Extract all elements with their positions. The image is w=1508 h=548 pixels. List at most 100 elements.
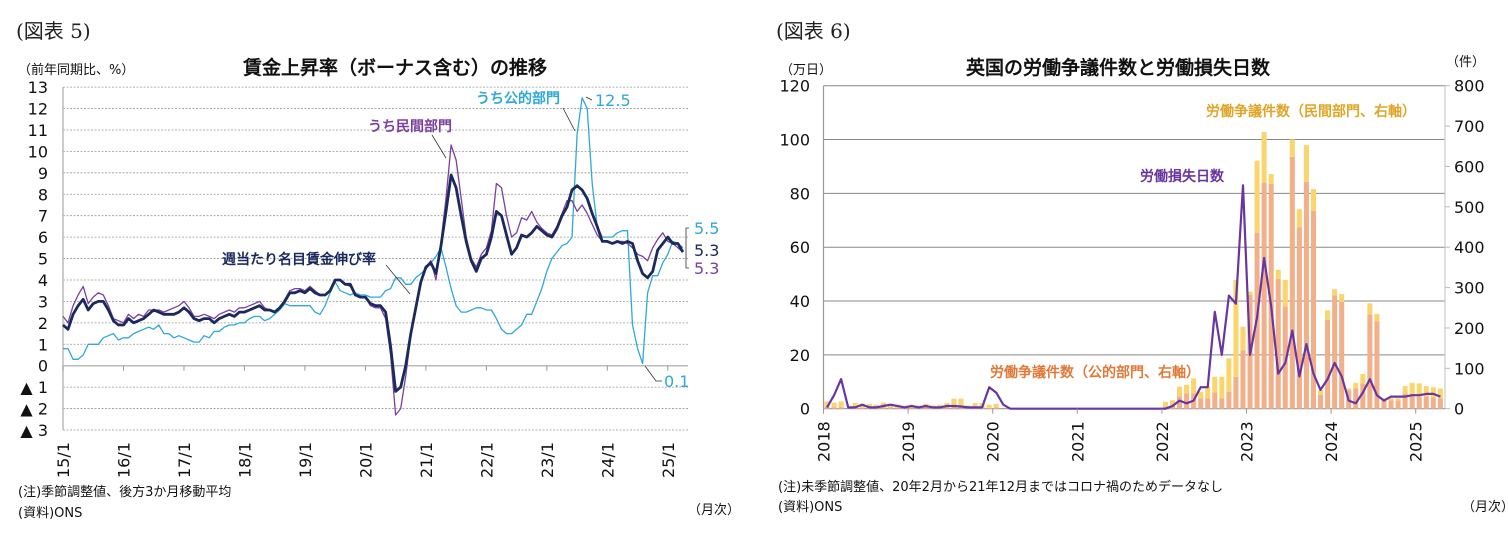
y-tick-label: 10 — [28, 142, 48, 161]
y-tick-label: ▲ 3 — [20, 421, 48, 440]
public-peak-value: 12.5 — [595, 91, 631, 110]
series-line — [826, 184, 1441, 410]
left-y-tick-label: 100 — [779, 131, 810, 150]
right-y-tick-label: 800 — [1454, 77, 1485, 96]
chart-title: 賃金上昇率（ボーナス含む）の推移 — [242, 56, 547, 79]
total-last-value: 5.3 — [694, 241, 719, 260]
private-disputes-bar — [1177, 386, 1183, 397]
x-tick-label: 21/1 — [417, 442, 436, 478]
private-disputes-bar — [1289, 139, 1295, 157]
private-disputes-bar — [958, 398, 964, 407]
private-disputes-bar — [986, 404, 992, 408]
private-disputes-bar — [1240, 326, 1246, 351]
private-disputes-bar — [1423, 386, 1429, 397]
public-disputes-bar — [1423, 396, 1429, 409]
bars — [824, 132, 1443, 409]
public-disputes-bar — [1303, 181, 1309, 409]
public-disputes-bar — [1184, 393, 1190, 409]
y-tick-label: 4 — [38, 271, 48, 290]
private-disputes-bar — [1226, 358, 1232, 392]
note-text: (注)季節調整値、後方3か月移動平均 — [18, 484, 231, 500]
gridlines — [62, 86, 688, 431]
y-tick-label: 2 — [38, 314, 48, 333]
private-disputes-bar — [831, 402, 837, 408]
private-disputes-bar — [1339, 294, 1345, 302]
public-disputes-bar — [923, 407, 929, 409]
private-disputes-bar — [1402, 386, 1408, 394]
private-disputes-bar — [873, 404, 879, 408]
right-y-tick-label: 100 — [1454, 359, 1485, 378]
public-disputes-bar — [880, 407, 886, 409]
private-disputes-bar — [1437, 388, 1443, 399]
public-trough-value: 0.1 — [664, 372, 689, 391]
private-disputes-bar — [1318, 390, 1324, 395]
public-disputes-bar — [1416, 396, 1422, 409]
private-disputes-bar — [1430, 387, 1436, 398]
x-tick-label: 2018 — [815, 421, 834, 462]
y-tick-label: 7 — [38, 207, 48, 226]
private-disputes-bar — [1332, 289, 1338, 296]
public-disputes-bar — [895, 407, 901, 409]
public-disputes-bar — [993, 407, 999, 409]
private-disputes-bar — [1191, 378, 1197, 394]
x-tick-label: 17/1 — [175, 442, 194, 478]
private-disputes-bar — [1205, 386, 1211, 399]
public-disputes-bar — [1339, 301, 1345, 409]
private-disputes-bar — [1162, 401, 1168, 407]
public-disputes-bar — [1282, 306, 1288, 409]
public-trough-leader — [644, 365, 662, 382]
public-disputes-bar — [1289, 156, 1295, 409]
y-tick-label: 6 — [38, 228, 48, 247]
left-axis-unit: （万日） — [780, 63, 832, 78]
private-disputes-bar — [1275, 269, 1281, 279]
public-disputes-bar — [838, 407, 844, 409]
public-disputes-bar — [1226, 391, 1232, 409]
public-disputes-bar — [1395, 400, 1401, 409]
y-tick-label: ▲ 2 — [20, 400, 48, 419]
public-disputes-bar — [1360, 383, 1366, 409]
public-disputes-bar — [909, 407, 915, 409]
private-disputes-bar — [1233, 279, 1239, 377]
public-disputes-bar — [1233, 376, 1239, 409]
x-tick-label: 20/1 — [356, 442, 375, 478]
private-disputes-bar — [824, 401, 830, 407]
public-disputes-bar — [1409, 394, 1415, 409]
x-tick-label: 19/1 — [296, 442, 315, 478]
public-disputes-bar — [1332, 295, 1338, 409]
private-disputes-bar — [1416, 383, 1422, 397]
public-disputes-bar — [1198, 398, 1204, 409]
private-disputes-bar — [972, 403, 978, 408]
public-disputes-bar — [1177, 396, 1183, 409]
public-disputes-bar — [1353, 388, 1359, 409]
private-disputes-bar — [1247, 291, 1253, 295]
private-disputes-bar — [838, 401, 844, 408]
public-disputes-bar — [1402, 393, 1408, 409]
right-y-tick-label: 700 — [1454, 117, 1485, 136]
private-disputes-bar — [1198, 391, 1204, 399]
private-sector-label: うち民間部門 — [368, 118, 452, 135]
y-axis-unit: （前年同期比、%） — [18, 62, 134, 78]
private-disputes-bar — [1184, 384, 1190, 394]
public-disputes-bar — [1388, 400, 1394, 409]
private-disputes-bar — [1346, 388, 1352, 391]
x-tick-label: 23/1 — [538, 442, 557, 478]
private-sector-line — [62, 144, 684, 416]
private-label-leader — [431, 134, 447, 159]
right-axis-unit: （件） — [1446, 55, 1485, 70]
right-y-tick-label: 0 — [1454, 400, 1464, 419]
y-tick-label: 3 — [38, 292, 48, 311]
figure-label: (図表 6) — [776, 19, 851, 43]
public-disputes-bar — [1205, 398, 1211, 409]
series-lines — [62, 97, 685, 416]
public-disputes-bar — [944, 407, 950, 409]
total-label: 週当たり名目賃金伸び率 — [222, 251, 376, 268]
x-tick-label: 16/1 — [114, 442, 133, 478]
public-disputes-bar — [1275, 278, 1281, 409]
private-disputes-bar — [993, 403, 999, 408]
x-tick-label: 15/1 — [54, 442, 73, 478]
private-disputes-bar — [880, 402, 886, 408]
public-disputes-bar — [1318, 394, 1324, 409]
x-tick-label: 2023 — [1238, 421, 1257, 462]
